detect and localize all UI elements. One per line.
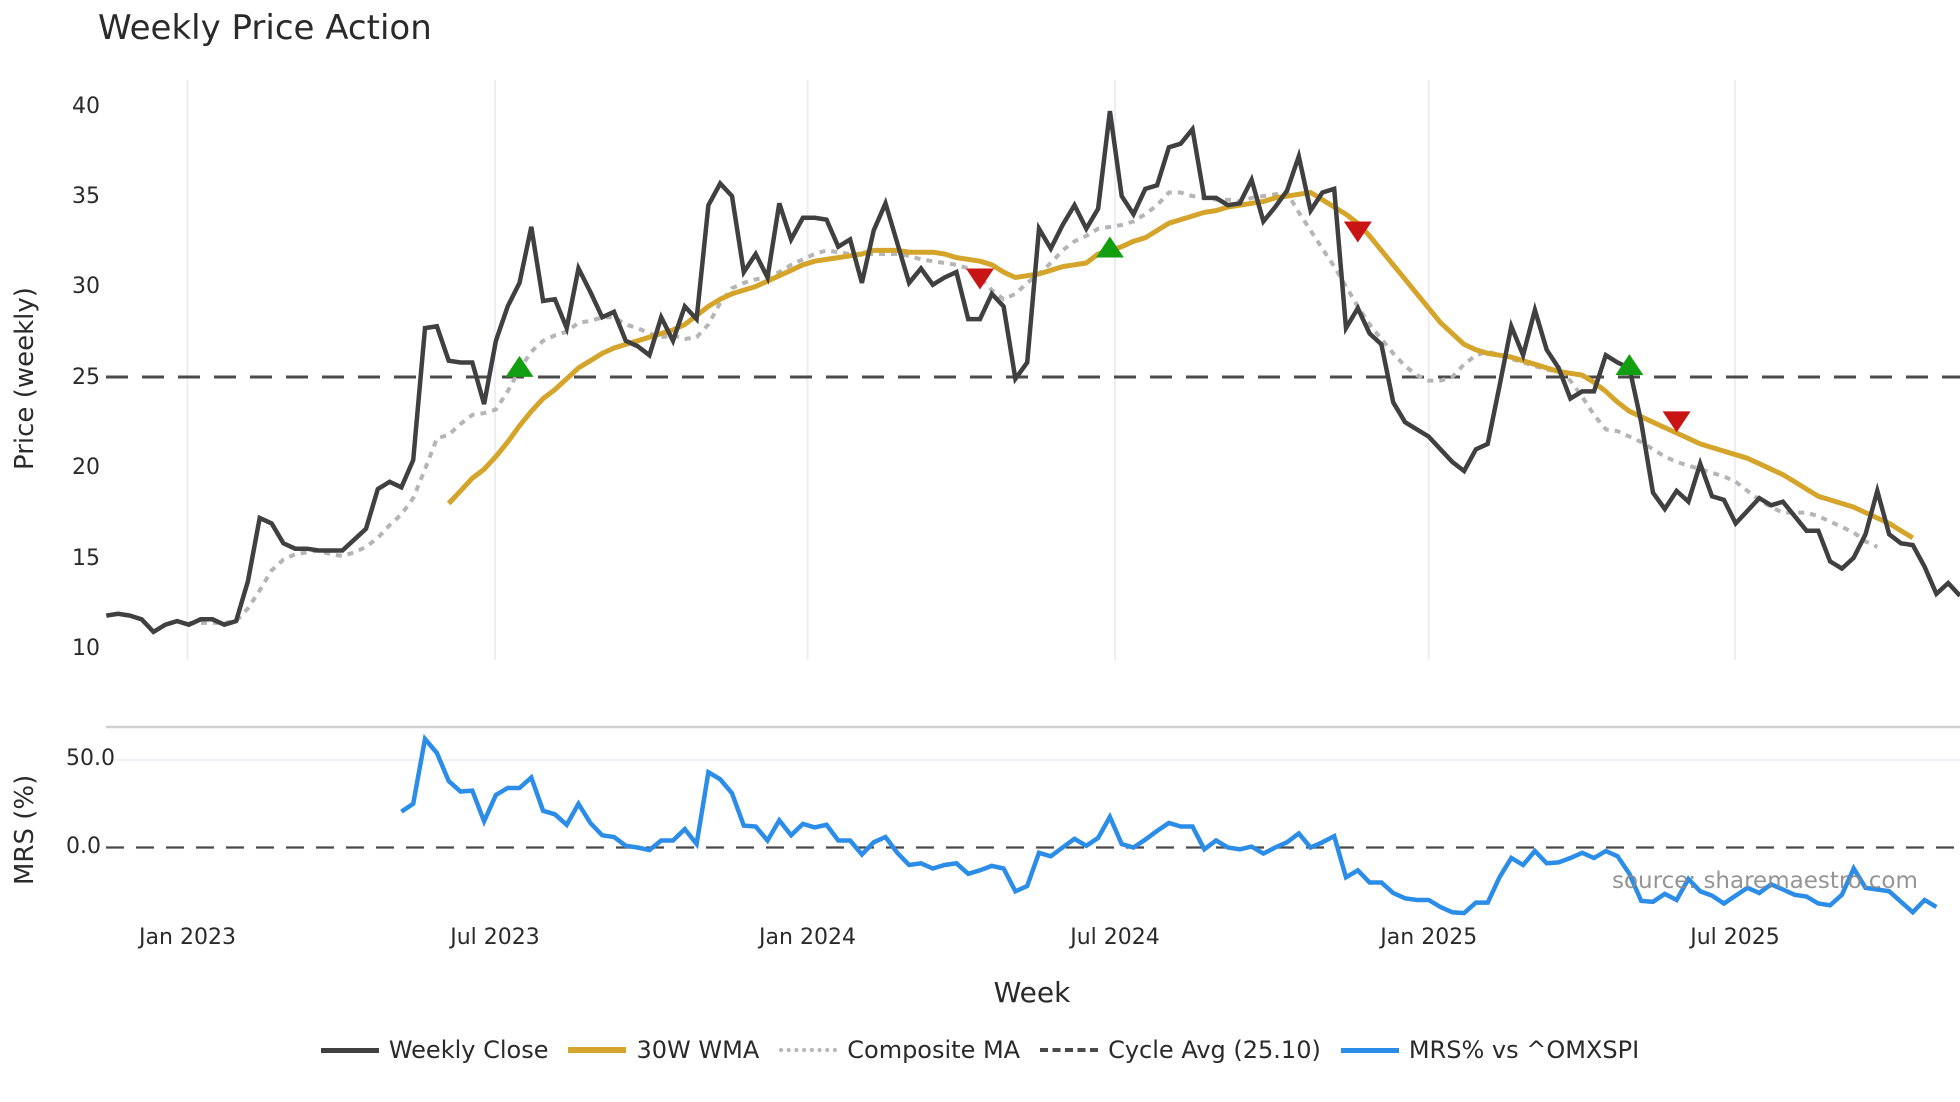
mrs-axis-label: MRS (%) — [10, 774, 40, 885]
buy-signal-triangle-up-icon — [1095, 236, 1124, 258]
wma-swatch-icon — [568, 1047, 627, 1053]
legend-label: Weekly Close — [388, 1036, 549, 1064]
legend-item-cycle-avg[interactable]: Cycle Avg (25.10) — [1040, 1036, 1321, 1064]
mrs-line — [400, 733, 1938, 916]
signal-markers — [505, 221, 1691, 433]
weekly-close-line — [105, 110, 1960, 635]
wma-line — [446, 190, 1915, 541]
price-tick-label: 30 — [72, 274, 100, 300]
x-tick-label: Jul 2023 — [450, 925, 540, 950]
mrs-swatch-icon — [1340, 1047, 1399, 1053]
buy-signal-triangle-up-icon — [1615, 354, 1644, 376]
sell-signal-triangle-down-icon — [965, 268, 994, 290]
sell-signal-triangle-down-icon — [1343, 221, 1372, 243]
price-tick-label: 10 — [72, 636, 100, 661]
buy-signal-triangle-up-icon — [505, 355, 534, 377]
weekly-close-swatch-icon — [320, 1047, 379, 1053]
sell-signal-triangle-down-icon — [1662, 411, 1691, 433]
chart-title: Weekly Price Action — [98, 8, 432, 48]
mrs-tick-label: 0.0 — [66, 833, 101, 859]
price-tick-label: 20 — [72, 455, 100, 481]
source-watermark: source: sharemaestro.com — [1612, 868, 1918, 894]
cycle-avg-swatch-icon — [1040, 1048, 1099, 1052]
price-tick-label: 35 — [72, 183, 100, 209]
x-tick-label: Jul 2024 — [1070, 925, 1160, 950]
mrs-tick-label: 50.0 — [66, 746, 115, 771]
legend-item-composite-ma[interactable]: Composite MA — [779, 1036, 1020, 1064]
legend-item-mrs[interactable]: MRS% vs ^OMXSPI — [1340, 1036, 1640, 1064]
x-axis-label: Week — [993, 976, 1071, 1009]
x-tick-label: Jan 2024 — [759, 925, 856, 950]
price-axis-label: Price (weekly) — [10, 287, 40, 470]
legend-label: Composite MA — [847, 1036, 1021, 1064]
legend-item-weekly-close[interactable]: Weekly Close — [320, 1036, 549, 1064]
legend: Weekly Close 30W WMA Composite MA Cycle … — [0, 1036, 1960, 1064]
price-tick-label: 15 — [72, 545, 100, 571]
composite-ma-line — [188, 190, 1879, 625]
legend-label: Cycle Avg (25.10) — [1108, 1036, 1321, 1064]
x-tick-label: Jan 2023 — [139, 925, 236, 950]
price-tick-label: 25 — [72, 364, 100, 390]
x-tick-label: Jan 2025 — [1380, 925, 1478, 950]
legend-label: MRS% vs ^OMXSPI — [1408, 1036, 1640, 1064]
price-tick-label: 40 — [72, 93, 100, 119]
vertical-gridlines — [186, 80, 1736, 660]
x-tick-label: Jul 2025 — [1690, 925, 1780, 950]
composite-ma-swatch-icon — [779, 1048, 838, 1052]
legend-label: 30W WMA — [636, 1036, 760, 1064]
legend-item-wma[interactable]: 30W WMA — [568, 1036, 759, 1064]
